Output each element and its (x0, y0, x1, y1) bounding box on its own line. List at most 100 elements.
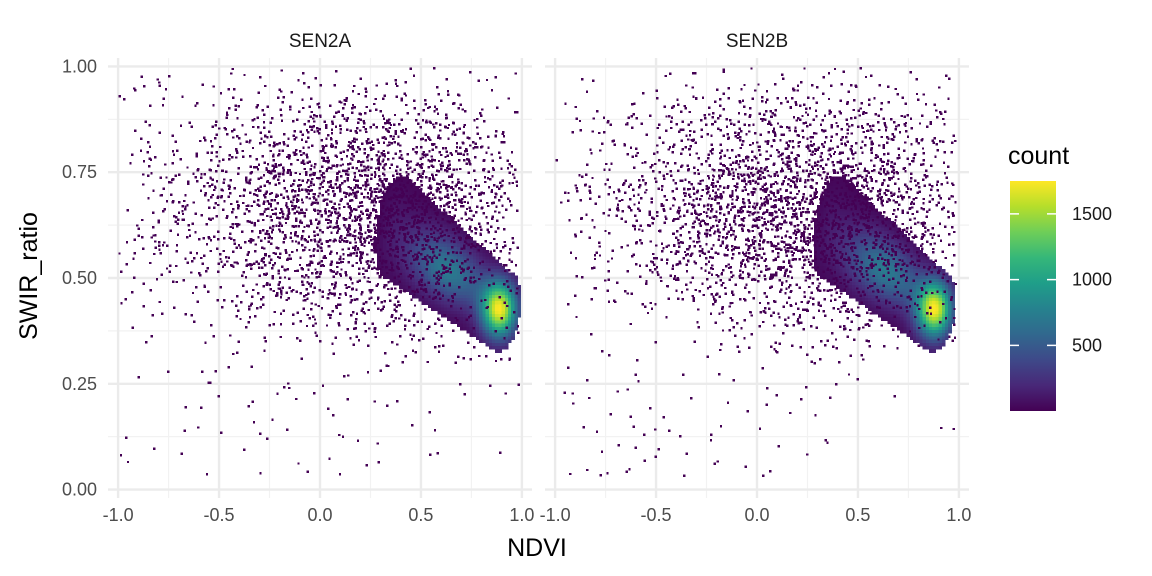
density-bin (219, 145, 222, 149)
density-bin (813, 221, 818, 225)
density-bin (501, 339, 506, 344)
density-bin (397, 238, 401, 241)
density-bin (498, 330, 502, 334)
density-bin (317, 222, 320, 225)
density-bin (432, 200, 436, 204)
density-bin (211, 217, 214, 220)
density-bin (460, 275, 464, 280)
density-bin (450, 262, 454, 267)
density-bin (141, 235, 144, 239)
density-bin (200, 214, 203, 217)
density-bin (406, 176, 409, 179)
density-bin (375, 167, 378, 170)
density-bin (511, 330, 515, 334)
density-bin (287, 169, 290, 172)
density-bin (327, 166, 330, 169)
density-bin (477, 79, 481, 82)
density-bin (359, 237, 362, 241)
density-bin (309, 260, 312, 263)
density-bin (500, 167, 503, 170)
density-bin (511, 333, 515, 337)
density-bin (443, 169, 447, 172)
density-bin (344, 292, 347, 295)
density-bin (303, 295, 306, 298)
density-bin (281, 101, 284, 104)
density-bin (405, 240, 408, 244)
density-bin (457, 93, 460, 96)
density-bin (313, 234, 316, 237)
density-bin (893, 237, 898, 241)
density-bin (203, 185, 206, 188)
density-bin (448, 160, 451, 163)
density-bin (468, 227, 471, 231)
density-bin (292, 313, 295, 316)
density-bin (440, 266, 445, 270)
density-bin (513, 176, 516, 180)
density-bin (380, 213, 383, 216)
density-bin (340, 268, 343, 271)
density-bin (383, 94, 387, 97)
density-bin (472, 240, 477, 244)
density-bin (301, 244, 304, 247)
density-bin (823, 237, 827, 241)
density-bin (474, 245, 477, 248)
density-bin (432, 248, 435, 251)
density-bin (233, 242, 237, 245)
density-bin (281, 149, 284, 152)
density-bin (278, 256, 282, 260)
density-bin (295, 118, 299, 121)
density-bin (439, 123, 442, 126)
density-bin (353, 235, 356, 238)
density-bin (370, 140, 374, 143)
density-bin (300, 221, 303, 224)
density-bin (392, 182, 397, 187)
density-bin (913, 243, 917, 248)
density-bin (829, 234, 834, 238)
density-bin (412, 272, 416, 276)
density-bin (499, 250, 502, 253)
density-bin (466, 330, 470, 334)
density-bin (343, 205, 346, 209)
density-bin (476, 298, 480, 302)
density-bin (466, 152, 469, 156)
density-bin (453, 288, 458, 292)
density-bin (495, 106, 499, 109)
density-bin (396, 192, 400, 196)
density-bin (126, 460, 130, 464)
density-bin (435, 256, 438, 259)
density-bin (399, 259, 403, 264)
density-bin (288, 168, 291, 172)
density-bin (310, 173, 313, 176)
density-bin (897, 246, 901, 251)
density-bin (428, 192, 431, 195)
density-bin (212, 335, 215, 338)
density-bin (426, 106, 430, 110)
density-bin (478, 222, 481, 225)
density-bin (327, 221, 330, 225)
density-bin (263, 126, 266, 130)
density-bin (460, 294, 464, 299)
density-bin (234, 222, 237, 226)
density-bin (390, 263, 394, 266)
density-bin (402, 269, 406, 273)
density-bin (405, 234, 410, 238)
density-bin (463, 317, 467, 321)
density-bin (817, 208, 821, 212)
density-bin (399, 150, 402, 153)
density-bin (406, 206, 410, 210)
density-bin (450, 288, 454, 292)
density-bin (447, 240, 451, 244)
density-bin (498, 323, 502, 328)
density-bin (396, 189, 400, 193)
density-bin (293, 130, 297, 133)
density-bin (360, 256, 363, 259)
density-bin (298, 172, 302, 176)
density-bin (428, 253, 432, 257)
density-bin (252, 239, 255, 242)
density-bin (485, 342, 490, 347)
density-bin (215, 155, 218, 158)
density-bin (865, 198, 869, 203)
density-bin (345, 99, 348, 102)
density-bin (456, 294, 461, 299)
density-bin (392, 221, 397, 225)
